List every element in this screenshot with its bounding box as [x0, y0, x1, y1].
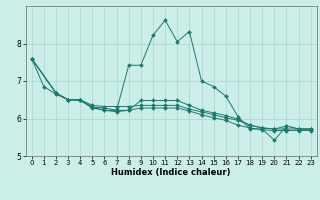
- X-axis label: Humidex (Indice chaleur): Humidex (Indice chaleur): [111, 168, 231, 177]
